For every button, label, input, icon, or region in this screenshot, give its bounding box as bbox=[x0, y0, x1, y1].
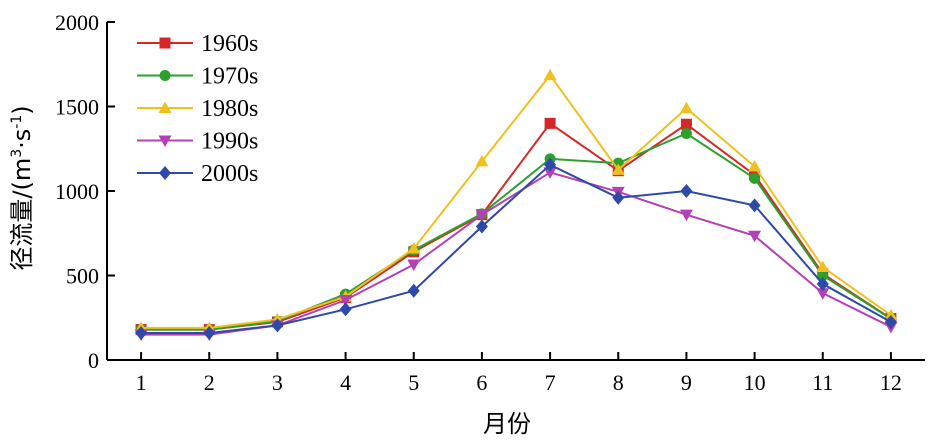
data-point-2000s bbox=[816, 276, 829, 291]
data-point-1980s bbox=[543, 68, 557, 81]
data-point-1990s bbox=[816, 288, 830, 300]
data-point-2000s bbox=[612, 190, 625, 205]
series-line-1980s bbox=[141, 73, 892, 329]
x-tick-label: 1 bbox=[136, 370, 147, 395]
x-tick-label: 3 bbox=[272, 370, 283, 395]
x-axis-title: 月份 bbox=[483, 410, 531, 438]
legend-label: 1990s bbox=[201, 129, 258, 155]
data-point-1960s bbox=[544, 117, 556, 129]
series-line-1970s bbox=[141, 132, 892, 331]
legend-marker bbox=[158, 135, 172, 147]
y-axis-title-end: ) bbox=[8, 105, 36, 114]
data-point-1970s bbox=[817, 270, 829, 281]
y-axis-title-main: 径流量/(m bbox=[8, 158, 36, 271]
y-tick-label: 500 bbox=[66, 264, 99, 289]
data-point-1980s bbox=[748, 159, 762, 172]
x-tick-label: 2 bbox=[204, 370, 215, 395]
data-point-1980s bbox=[475, 154, 489, 167]
data-point-2000s bbox=[271, 318, 284, 333]
legend-marker bbox=[159, 166, 171, 180]
legend-marker bbox=[159, 37, 171, 49]
y-tick-label: 2000 bbox=[55, 10, 99, 35]
legend: 1960s 1970s 1980s 1990s 2000s bbox=[137, 31, 258, 187]
data-point-1990s bbox=[543, 167, 557, 179]
series-line-2000s bbox=[141, 163, 892, 334]
data-point-1980s bbox=[407, 241, 421, 254]
legend-label: 1970s bbox=[201, 64, 258, 90]
data-point-1990s bbox=[748, 230, 762, 243]
x-tick-label: 6 bbox=[476, 370, 487, 395]
y-axis-title-mid: ·s bbox=[8, 129, 36, 149]
data-point-2000s bbox=[475, 219, 488, 234]
legend-marker bbox=[159, 70, 171, 81]
legend-item-1970s: 1970s bbox=[137, 64, 258, 90]
legend-marker bbox=[158, 101, 172, 113]
data-point-1990s bbox=[679, 209, 693, 222]
data-point-2000s bbox=[339, 302, 352, 317]
y-tick-label: 0 bbox=[88, 348, 99, 373]
data-point-1970s bbox=[680, 128, 692, 140]
data-point-1970s bbox=[749, 172, 761, 184]
legend-item-1980s: 1980s bbox=[137, 96, 258, 122]
x-tick-label: 8 bbox=[613, 370, 624, 395]
y-axis-title-sup2: -1 bbox=[9, 115, 25, 129]
series-layer bbox=[134, 68, 898, 342]
x-tick-label: 9 bbox=[681, 370, 692, 395]
series-2000s bbox=[135, 157, 897, 340]
x-tick-label: 4 bbox=[340, 370, 351, 395]
legend-label: 2000s bbox=[201, 161, 258, 187]
y-tick-label: 1000 bbox=[55, 179, 99, 204]
data-point-2000s bbox=[748, 198, 761, 213]
data-point-1980s bbox=[884, 308, 898, 321]
data-point-1990s bbox=[407, 259, 421, 272]
x-tick-label: 5 bbox=[408, 370, 419, 395]
legend-item-2000s: 2000s bbox=[137, 161, 258, 187]
data-point-1990s bbox=[339, 295, 353, 307]
data-point-1990s bbox=[475, 209, 489, 222]
x-tick-label: 10 bbox=[744, 370, 766, 395]
data-point-1980s bbox=[679, 101, 693, 114]
data-point-2000s bbox=[203, 325, 216, 340]
y-axis-title-sup1: 3 bbox=[9, 149, 25, 158]
x-tick-label: 7 bbox=[545, 370, 556, 395]
y-tick-label: 1500 bbox=[55, 95, 99, 120]
x-tick-label: 11 bbox=[812, 370, 833, 395]
series-1970s bbox=[135, 128, 897, 336]
legend-item-1990s: 1990s bbox=[137, 129, 258, 155]
data-point-2000s bbox=[884, 314, 897, 329]
legend-label: 1980s bbox=[201, 96, 258, 122]
y-axis-title: 径流量/(m3·s-1) bbox=[8, 105, 36, 270]
x-tick-label: 12 bbox=[880, 370, 902, 395]
series-1990s bbox=[134, 167, 898, 342]
data-point-2000s bbox=[135, 325, 148, 340]
legend-item-1960s: 1960s bbox=[137, 31, 258, 57]
legend-label: 1960s bbox=[201, 31, 258, 57]
data-point-1960s bbox=[680, 118, 692, 130]
data-point-2000s bbox=[544, 157, 557, 172]
data-point-2000s bbox=[407, 283, 420, 298]
data-point-1980s bbox=[816, 260, 830, 273]
data-point-2000s bbox=[680, 184, 693, 198]
data-point-1980s bbox=[611, 163, 625, 175]
